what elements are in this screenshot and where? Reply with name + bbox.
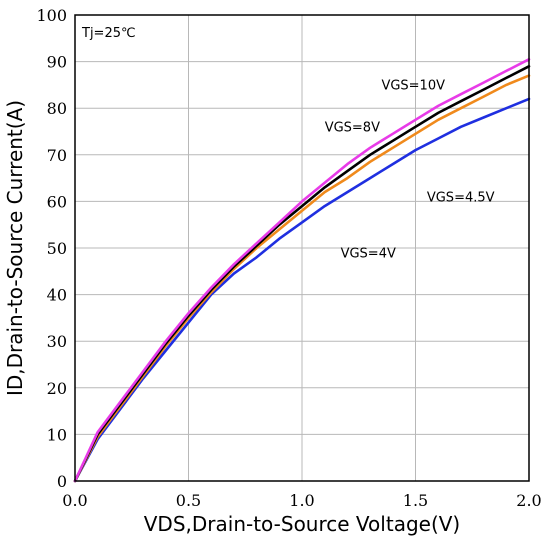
grid-lines [75, 15, 529, 481]
series-lines [73, 58, 531, 483]
series-label: VGS=8V [325, 121, 380, 136]
x-tick-label: 0.5 [176, 491, 201, 510]
condition-label: Tj=25℃ [81, 26, 136, 41]
y-tick-label: 100 [36, 6, 67, 25]
y-tick-label: 30 [47, 332, 67, 351]
y-tick-label: 20 [47, 379, 67, 398]
x-tick-label: 1.5 [403, 491, 428, 510]
y-tick-label: 50 [47, 239, 67, 258]
series-line-vgs-4-5v [73, 74, 531, 483]
series-label: VGS=4V [341, 246, 396, 261]
series-line-vgs-10v [73, 58, 531, 483]
y-tick-label: 40 [47, 286, 67, 305]
x-tick-label: 1.0 [289, 491, 314, 510]
series-line-vgs-4v [73, 97, 531, 483]
y-tick-label: 90 [47, 53, 67, 72]
y-tick-label: 0 [57, 472, 67, 491]
series-label: VGS=10V [381, 79, 445, 94]
y-tick-label: 70 [47, 146, 67, 165]
y-axis-title: ID,Drain-to-Source Current(A) [3, 100, 27, 396]
series-line-vgs-8v [73, 65, 531, 483]
series-label: VGS=4.5V [427, 190, 495, 205]
series-annotations: VGS=10V VGS=8V VGS=4.5V VGS=4V [325, 79, 495, 262]
plot-frame [74, 14, 530, 482]
y-tick-label: 10 [47, 425, 67, 444]
x-tick-label: 2.0 [516, 491, 541, 510]
y-tick-label: 80 [47, 99, 67, 118]
y-tick-label: 60 [47, 192, 67, 211]
tick-labels: 0.0 0.5 1.0 1.5 2.0 0 10 20 30 40 50 60 70 80 90 100 [36, 6, 541, 510]
x-axis-title: VDS,Drain-to-Source Voltage(V) [144, 512, 460, 536]
x-tick-label: 0.0 [62, 491, 87, 510]
